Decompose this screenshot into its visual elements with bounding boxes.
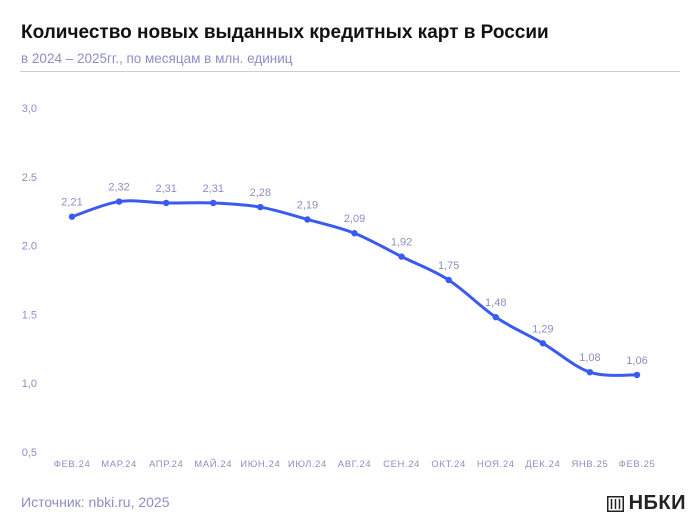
x-tick-label: АПР.24 — [149, 459, 183, 470]
data-label: 2,21 — [61, 197, 82, 209]
x-tick-label: ДЕК.24 — [525, 459, 560, 470]
y-tick-label: 1,0 — [22, 378, 37, 390]
data-point — [304, 216, 311, 223]
data-label: 2,31 — [155, 183, 176, 195]
data-point — [398, 253, 405, 260]
y-tick-label: 2.0 — [22, 241, 37, 253]
data-point — [68, 213, 76, 220]
data-label: 2,28 — [250, 187, 271, 199]
data-point — [162, 199, 170, 207]
data-point — [586, 368, 594, 376]
series-line — [70, 199, 639, 377]
x-tick-label: НОЯ.24 — [477, 459, 515, 470]
data-point — [351, 230, 358, 237]
chart-subtitle: в 2024 – 2025гг., по месяцам в млн. един… — [21, 51, 293, 66]
data-point — [492, 313, 499, 321]
data-label: 1,06 — [626, 355, 647, 367]
building-icon — [606, 495, 624, 512]
x-tick-label: ИЮЛ.24 — [288, 459, 327, 470]
x-tick-label: СЕН.24 — [383, 459, 420, 470]
x-tick-label: ИЮН.24 — [240, 459, 280, 470]
y-tick-label: 3,0 — [22, 103, 37, 115]
data-label: 1,29 — [532, 323, 553, 335]
data-point — [445, 276, 452, 284]
data-point — [633, 371, 641, 379]
x-tick-label: ФЕВ.25 — [619, 459, 656, 470]
y-tick-label: 2.5 — [22, 172, 37, 184]
header-divider — [20, 71, 680, 72]
data-point — [257, 203, 264, 211]
x-tick-label: ЯНВ.25 — [571, 459, 608, 470]
data-label: 1,08 — [579, 352, 600, 364]
y-tick-label: 1.5 — [22, 309, 37, 321]
x-tick-label: ФЕВ.24 — [54, 459, 91, 470]
y-tick-label: 0,5 — [22, 447, 37, 459]
x-tick-label: АВГ.24 — [338, 459, 371, 470]
source-note: Источник: nbki.ru, 2025 — [21, 494, 170, 510]
data-point — [539, 340, 547, 347]
logo-text: НБКИ — [628, 492, 686, 514]
data-label: 2,19 — [297, 199, 318, 211]
data-label: 2,31 — [203, 183, 224, 195]
x-tick-label: МАР.24 — [101, 459, 137, 470]
data-label: 1,75 — [438, 260, 459, 272]
data-point — [210, 199, 217, 207]
data-point — [115, 198, 123, 205]
data-label: 1,48 — [485, 297, 506, 309]
x-tick-label: МАЙ.24 — [194, 458, 232, 470]
data-label: 1,92 — [391, 237, 412, 249]
chart-title: Количество новых выданных кредитных карт… — [21, 22, 549, 43]
x-tick-label: ОКТ.24 — [431, 459, 465, 470]
data-label: 2,32 — [108, 182, 129, 194]
nbki-logo: НБКИ — [606, 492, 686, 515]
data-label: 2,09 — [344, 213, 365, 225]
